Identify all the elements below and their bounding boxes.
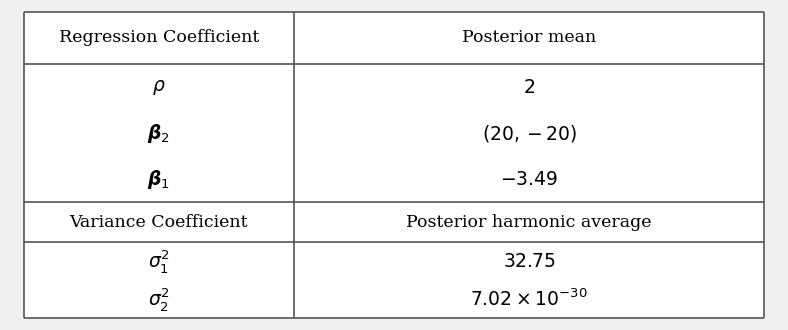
Text: $(20, -20)$: $(20, -20)$ [481,123,577,144]
Polygon shape [24,12,764,318]
Text: Posterior mean: Posterior mean [462,29,597,47]
Text: $2$: $2$ [523,78,535,97]
Text: Regression Coefficient: Regression Coefficient [58,29,259,47]
Text: $-3.49$: $-3.49$ [500,170,558,189]
Text: $\boldsymbol{\beta}_{2}$: $\boldsymbol{\beta}_{2}$ [147,122,170,145]
Text: $32.75$: $32.75$ [503,252,556,271]
Text: Posterior harmonic average: Posterior harmonic average [407,214,652,231]
Text: Variance Coefficient: Variance Coefficient [69,214,248,231]
Text: $\rho$: $\rho$ [152,78,165,97]
Text: $\sigma_{2}^{2}$: $\sigma_{2}^{2}$ [148,286,169,313]
Text: $\boldsymbol{\beta}_{1}$: $\boldsymbol{\beta}_{1}$ [147,168,170,191]
Text: $7.02 \times 10^{-30}$: $7.02 \times 10^{-30}$ [470,289,588,310]
Text: $\sigma_{1}^{2}$: $\sigma_{1}^{2}$ [148,248,169,275]
